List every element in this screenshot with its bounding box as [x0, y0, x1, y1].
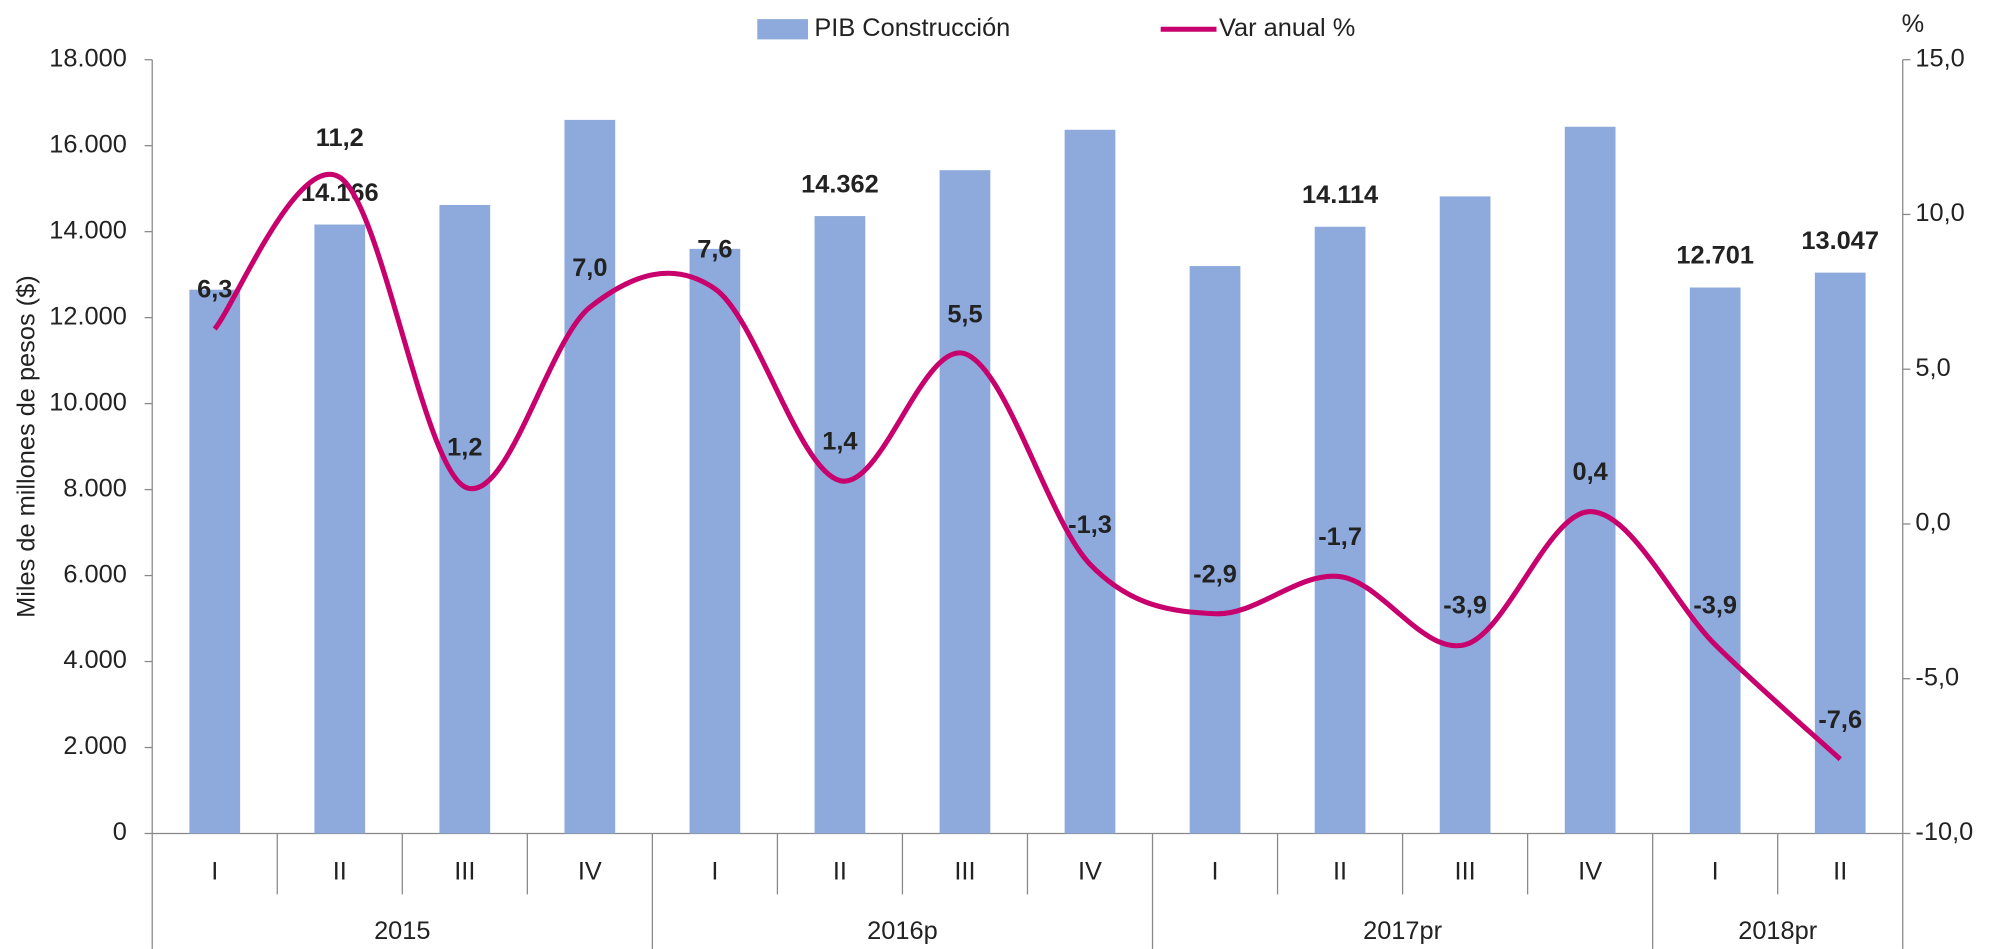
- bar: [814, 216, 866, 834]
- line-value-label: 7,0: [572, 254, 607, 282]
- line-value-label: -3,9: [1443, 591, 1487, 619]
- y-tick-label: 2.000: [63, 732, 126, 760]
- y-axis-label: Miles de millones de pesos ($): [13, 275, 41, 618]
- x-tick-label: IV: [1078, 858, 1102, 886]
- bar-value-label: 14.166: [301, 179, 379, 207]
- y2-tick-label: 5,0: [1915, 354, 1950, 382]
- group-label: 2016p: [867, 917, 938, 945]
- x-tick-label: III: [454, 858, 475, 886]
- line-value-label: 6,3: [197, 276, 232, 304]
- x-tick-label: III: [954, 858, 975, 886]
- x-tick-label: III: [1455, 858, 1476, 886]
- y-tick-label: 10.000: [49, 388, 127, 416]
- group-label: 2017pr: [1363, 917, 1443, 945]
- line-value-label: -7,6: [1818, 706, 1862, 734]
- line-value-label: -2,9: [1193, 560, 1237, 588]
- y2-tick-label: 10,0: [1915, 199, 1964, 227]
- y-tick-label: 14.000: [49, 216, 127, 244]
- bar-value-label: 13.047: [1801, 227, 1879, 255]
- y2-tick-label: 0,0: [1915, 509, 1950, 537]
- y2-tick-label: -5,0: [1915, 663, 1959, 691]
- y-tick-label: 6.000: [63, 560, 126, 588]
- y-tick-label: 18.000: [49, 44, 127, 72]
- y-tick-label: 12.000: [49, 302, 127, 330]
- y2-axis-label: %: [1902, 10, 1925, 38]
- line-value-label: 7,6: [697, 235, 732, 263]
- legend-swatch: [757, 19, 809, 40]
- x-tick-label: II: [833, 858, 847, 886]
- line-value-label: -1,3: [1068, 511, 1112, 539]
- x-tick-label: II: [333, 858, 347, 886]
- x-tick-label: IV: [578, 858, 602, 886]
- x-tick-label: I: [211, 858, 218, 886]
- bar: [1689, 287, 1741, 834]
- x-tick-label: I: [711, 858, 718, 886]
- bar: [1564, 126, 1616, 834]
- y-tick-label: 0: [113, 818, 127, 846]
- bar: [689, 248, 741, 834]
- y-tick-label: 8.000: [63, 474, 126, 502]
- legend-label: PIB Construcción: [814, 14, 1010, 42]
- line-value-label: -1,7: [1318, 523, 1362, 551]
- y-tick-label: 4.000: [63, 646, 126, 674]
- bar: [1814, 272, 1866, 834]
- group-label: 2015: [374, 917, 430, 945]
- line-value-label: 1,4: [822, 427, 857, 455]
- line-value-label: 5,5: [947, 300, 982, 328]
- y-tick-label: 16.000: [49, 130, 127, 158]
- bar-value-label: 14.362: [801, 170, 879, 198]
- y2-tick-label: 15,0: [1915, 44, 1964, 72]
- group-label: 2018pr: [1738, 917, 1818, 945]
- legend-label: Var anual %: [1219, 14, 1355, 42]
- bar: [1314, 226, 1366, 834]
- bar: [1439, 196, 1491, 834]
- line-value-label: 1,2: [447, 433, 482, 461]
- x-tick-label: I: [1712, 858, 1719, 886]
- line-value-label: 0,4: [1573, 458, 1608, 486]
- x-tick-label: II: [1833, 858, 1847, 886]
- bar: [439, 205, 491, 834]
- bar: [1189, 266, 1241, 834]
- bar: [1064, 129, 1116, 834]
- bar: [939, 170, 991, 834]
- y2-tick-label: -10,0: [1915, 818, 1973, 846]
- bar: [189, 289, 241, 834]
- bar-value-label: 12.701: [1676, 242, 1754, 270]
- line-value-label: 11,2: [316, 124, 364, 152]
- x-tick-label: II: [1333, 858, 1347, 886]
- bar-value-label: 14.114: [1302, 181, 1378, 209]
- x-tick-label: IV: [1578, 858, 1602, 886]
- line: [212, 171, 1842, 762]
- x-tick-label: I: [1212, 858, 1219, 886]
- bar: [314, 224, 366, 834]
- line-value-label: -3,9: [1693, 591, 1737, 619]
- bar: [564, 119, 616, 834]
